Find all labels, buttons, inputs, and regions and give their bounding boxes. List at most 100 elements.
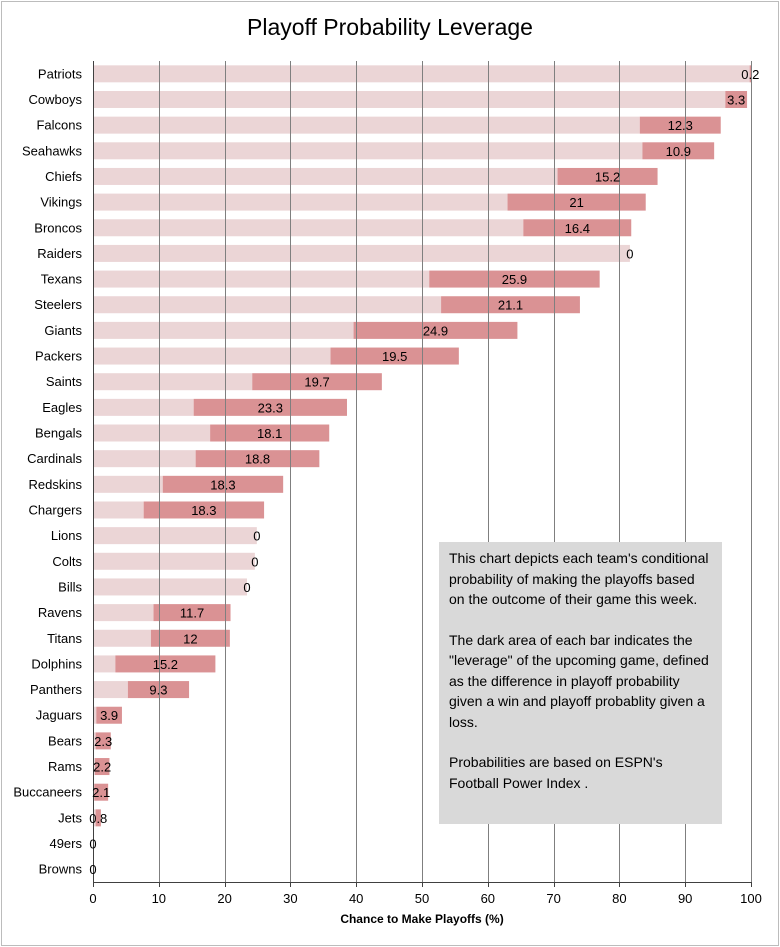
loss-bar-steelers bbox=[93, 296, 442, 314]
loss-bar-bills bbox=[93, 578, 247, 596]
loss-bar-titans bbox=[93, 629, 151, 647]
leverage-bar-packers bbox=[330, 347, 459, 365]
leverage-label-steelers: 21.1 bbox=[498, 298, 523, 313]
leverage-label-saints: 19.7 bbox=[304, 375, 329, 390]
team-label-bears: Bears bbox=[48, 733, 82, 748]
loss-bar-dolphins bbox=[93, 655, 116, 673]
leverage-label-cardinals: 18.8 bbox=[245, 452, 270, 467]
leverage-bar-rams bbox=[94, 758, 110, 776]
x-tick-label-80: 80 bbox=[612, 891, 626, 906]
x-tick-label-0: 0 bbox=[89, 891, 96, 906]
chart-note: This chart depicts each team's condition… bbox=[439, 542, 722, 824]
leverage-label-buccaneers: 2.1 bbox=[92, 785, 110, 800]
team-label-seahawks: Seahawks bbox=[22, 143, 82, 158]
leverage-bar-saints bbox=[252, 373, 382, 391]
team-label-jaguars: Jaguars bbox=[36, 708, 83, 723]
loss-bar-bengals bbox=[93, 424, 211, 442]
leverage-bar-ravens bbox=[153, 604, 231, 622]
x-tick-label-100: 100 bbox=[740, 891, 762, 906]
loss-bar-chiefs bbox=[93, 167, 558, 185]
leverage-label-bills: 0 bbox=[243, 580, 250, 595]
leverage-bar-jets bbox=[95, 809, 101, 827]
team-label-titans: Titans bbox=[47, 631, 82, 646]
x-tick-label-50: 50 bbox=[415, 891, 429, 906]
team-label-cardinals: Cardinals bbox=[27, 451, 82, 466]
note-paragraph-1: This chart depicts each team's condition… bbox=[449, 550, 709, 607]
team-label-bengals: Bengals bbox=[35, 426, 82, 441]
loss-bar-falcons bbox=[93, 116, 640, 134]
team-label-redskins: Redskins bbox=[29, 477, 83, 492]
leverage-label-dolphins: 15.2 bbox=[153, 657, 178, 672]
loss-bar-saints bbox=[93, 373, 253, 391]
leverage-bar-steelers bbox=[441, 296, 580, 314]
leverage-bar-texans bbox=[429, 270, 600, 288]
leverage-label-texans: 25.9 bbox=[502, 272, 527, 287]
leverage-bar-vikings bbox=[507, 193, 646, 211]
x-tick-label-90: 90 bbox=[678, 891, 692, 906]
leverage-label-titans: 12 bbox=[183, 631, 197, 646]
loss-bar-bears bbox=[93, 732, 96, 750]
leverage-bar-titans bbox=[150, 629, 230, 647]
x-tick-label-30: 30 bbox=[283, 891, 297, 906]
team-label-jets: Jets bbox=[58, 810, 82, 825]
leverage-bar-redskins bbox=[162, 475, 284, 493]
leverage-label-seahawks: 10.9 bbox=[666, 144, 691, 159]
leverage-bar-dolphins bbox=[115, 655, 216, 673]
leverage-label-colts: 0 bbox=[251, 554, 258, 569]
leverage-label-falcons: 12.3 bbox=[668, 118, 693, 133]
leverage-label-redskins: 18.3 bbox=[210, 477, 235, 492]
leverage-bar-chiefs bbox=[557, 167, 658, 185]
team-label-eagles: Eagles bbox=[42, 400, 82, 415]
team-label-panthers: Panthers bbox=[30, 682, 83, 697]
loss-bar-jets bbox=[93, 809, 96, 827]
loss-bar-cardinals bbox=[93, 450, 196, 468]
team-label-vikings: Vikings bbox=[40, 195, 82, 210]
loss-bar-colts bbox=[93, 552, 255, 570]
leverage-bar-buccaneers bbox=[94, 783, 109, 801]
loss-bar-patriots bbox=[93, 65, 750, 83]
team-label-lions: Lions bbox=[51, 528, 83, 543]
leverage-bar-broncos bbox=[523, 219, 632, 237]
leverage-label-browns: 0 bbox=[89, 862, 96, 877]
leverage-bar-eagles bbox=[193, 398, 347, 416]
team-label-falcons: Falcons bbox=[36, 118, 82, 133]
x-tick-label-40: 40 bbox=[349, 891, 363, 906]
leverage-label-panthers: 9.3 bbox=[149, 683, 167, 698]
leverage-label-49ers: 0 bbox=[89, 837, 96, 852]
team-label-patriots: Patriots bbox=[38, 66, 83, 81]
leverage-bar-jaguars bbox=[96, 706, 122, 724]
leverage-label-giants: 24.9 bbox=[423, 323, 448, 338]
loss-bar-vikings bbox=[93, 193, 508, 211]
leverage-label-rams: 2.2 bbox=[93, 760, 111, 775]
leverage-bar-patriots bbox=[749, 65, 751, 83]
loss-bar-panthers bbox=[93, 681, 128, 699]
leverage-label-chiefs: 15.2 bbox=[595, 169, 620, 184]
leverage-label-ravens: 11.7 bbox=[180, 606, 204, 621]
loss-bar-packers bbox=[93, 347, 331, 365]
team-label-broncos: Broncos bbox=[34, 220, 82, 235]
leverage-label-lions: 0 bbox=[253, 529, 260, 544]
leverage-label-chargers: 18.3 bbox=[191, 503, 216, 518]
team-label-texans: Texans bbox=[41, 272, 83, 287]
leverage-label-bears: 2.3 bbox=[94, 734, 112, 749]
team-label-chiefs: Chiefs bbox=[45, 169, 82, 184]
leverage-label-vikings: 21 bbox=[569, 195, 583, 210]
leverage-bar-chargers bbox=[143, 501, 265, 519]
leverage-bar-seahawks bbox=[642, 142, 715, 160]
team-label-ravens: Ravens bbox=[38, 605, 83, 620]
loss-bar-broncos bbox=[93, 219, 524, 237]
leverage-bar-cowboys bbox=[725, 90, 748, 108]
loss-bar-lions bbox=[93, 527, 257, 545]
leverage-bar-panthers bbox=[127, 681, 190, 699]
loss-bar-redskins bbox=[93, 475, 163, 493]
team-label-raiders: Raiders bbox=[37, 246, 82, 261]
leverage-bar-cardinals bbox=[195, 450, 320, 468]
team-label-cowboys: Cowboys bbox=[29, 92, 83, 107]
team-label-bills: Bills bbox=[58, 579, 82, 594]
team-label-colts: Colts bbox=[52, 554, 82, 569]
loss-bar-eagles bbox=[93, 398, 194, 416]
leverage-label-cowboys: 3.3 bbox=[727, 92, 745, 107]
note-paragraph-3: Probabilities are based on ESPN's Footba… bbox=[449, 754, 663, 791]
chart-title: Playoff Probability Leverage bbox=[247, 14, 533, 40]
x-tick-label-70: 70 bbox=[546, 891, 560, 906]
